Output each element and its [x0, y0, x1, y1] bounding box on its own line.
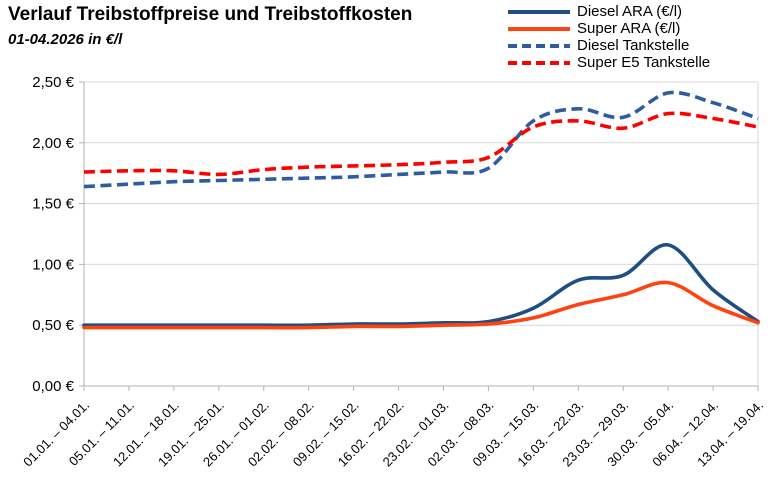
legend-label: Super ARA (€/l) — [577, 20, 681, 37]
y-axis-label: 0,00 € — [32, 378, 74, 395]
y-axis-label: 1,00 € — [32, 256, 74, 273]
legend-label: Super E5 Tankstelle — [577, 54, 711, 71]
legend-item-super-e5-tankstelle: Super E5 Tankstelle — [505, 54, 710, 71]
legend-line-sample-icon — [508, 60, 570, 65]
legend-item-diesel-tankstelle: Diesel Tankstelle — [505, 37, 710, 54]
y-axis-label: 1,50 € — [32, 196, 74, 213]
y-axis-label: 2,00 € — [32, 135, 74, 152]
chart-subtitle: 01-04.2026 in €/l — [8, 31, 123, 48]
y-axis-label: 2,50 € — [32, 74, 74, 91]
legend-item-diesel-ara-l: Diesel ARA (€/l) — [505, 3, 710, 20]
y-axis-label: 0,50 € — [32, 317, 74, 334]
legend-item-super-ara-l: Super ARA (€/l) — [505, 20, 710, 37]
legend-label: Diesel ARA (€/l) — [577, 3, 683, 20]
chart-title: Verlauf Treibstoffpreise und Treibstoffk… — [8, 4, 413, 25]
chart-legend: Diesel ARA (€/l) Super ARA (€/l) Diesel Ta… — [505, 3, 710, 71]
series-line-diesel-tankstelle — [83, 90, 759, 189]
series-line-diesel-ara-l — [82, 243, 760, 328]
series-line-super-ara-l — [82, 280, 760, 330]
legend-line-sample-icon — [508, 26, 570, 31]
series-line-super-e5-tankstelle — [83, 111, 759, 177]
legend-line-sample-icon — [508, 43, 570, 48]
legend-label: Diesel Tankstelle — [577, 37, 690, 54]
legend-line-sample-icon — [508, 9, 570, 14]
